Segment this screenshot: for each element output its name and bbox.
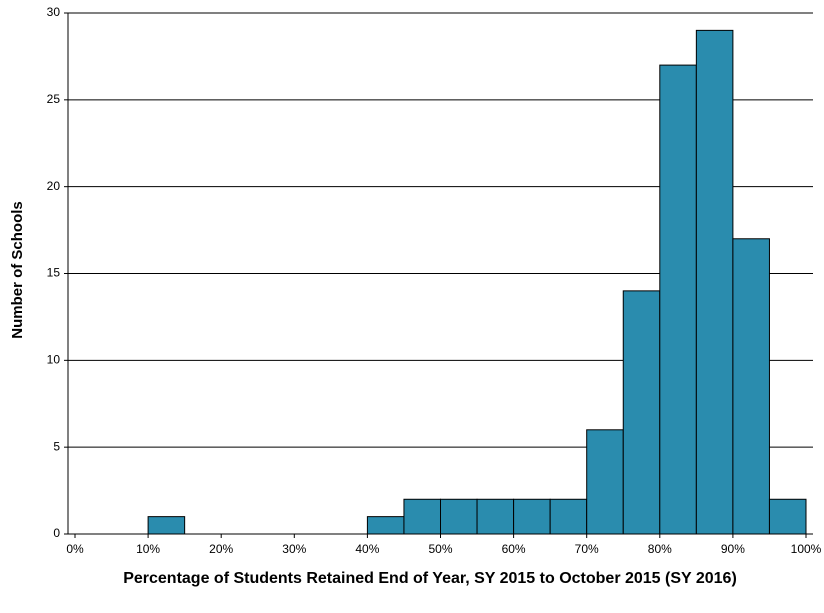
bar <box>147 516 186 535</box>
y-tick-label: 5 <box>53 439 60 453</box>
x-tick-label: 30% <box>282 542 306 556</box>
bar <box>366 516 405 535</box>
x-tick-label: 60% <box>502 542 526 556</box>
bar <box>732 238 770 535</box>
y-tick-label: 15 <box>47 266 61 280</box>
x-tick-label: 10% <box>136 542 160 556</box>
bar <box>768 498 807 535</box>
x-tick-label: 0% <box>66 542 84 556</box>
y-tick-label: 20 <box>47 179 61 193</box>
y-tick-label: 25 <box>47 92 61 106</box>
y-tick-label: 0 <box>53 526 60 540</box>
y-axis-title: Number of Schools <box>9 201 26 339</box>
y-tick-label: 10 <box>47 353 61 367</box>
x-tick-label: 70% <box>575 542 599 556</box>
bar <box>476 498 515 535</box>
bar <box>440 498 478 535</box>
bar <box>659 64 697 535</box>
x-tick-label: 40% <box>355 542 379 556</box>
y-tick-label: 30 <box>47 5 61 19</box>
bar <box>513 498 551 535</box>
x-axis-title: Percentage of Students Retained End of Y… <box>123 570 737 587</box>
bar <box>403 498 442 535</box>
bar <box>586 429 624 535</box>
x-tick-label: 100% <box>791 542 822 556</box>
x-tick-label: 90% <box>721 542 745 556</box>
x-tick-label: 80% <box>648 542 672 556</box>
bar <box>549 498 588 535</box>
bar <box>622 290 661 535</box>
x-tick-label: 20% <box>209 542 233 556</box>
x-tick-label: 50% <box>428 542 452 556</box>
bar <box>695 29 734 535</box>
